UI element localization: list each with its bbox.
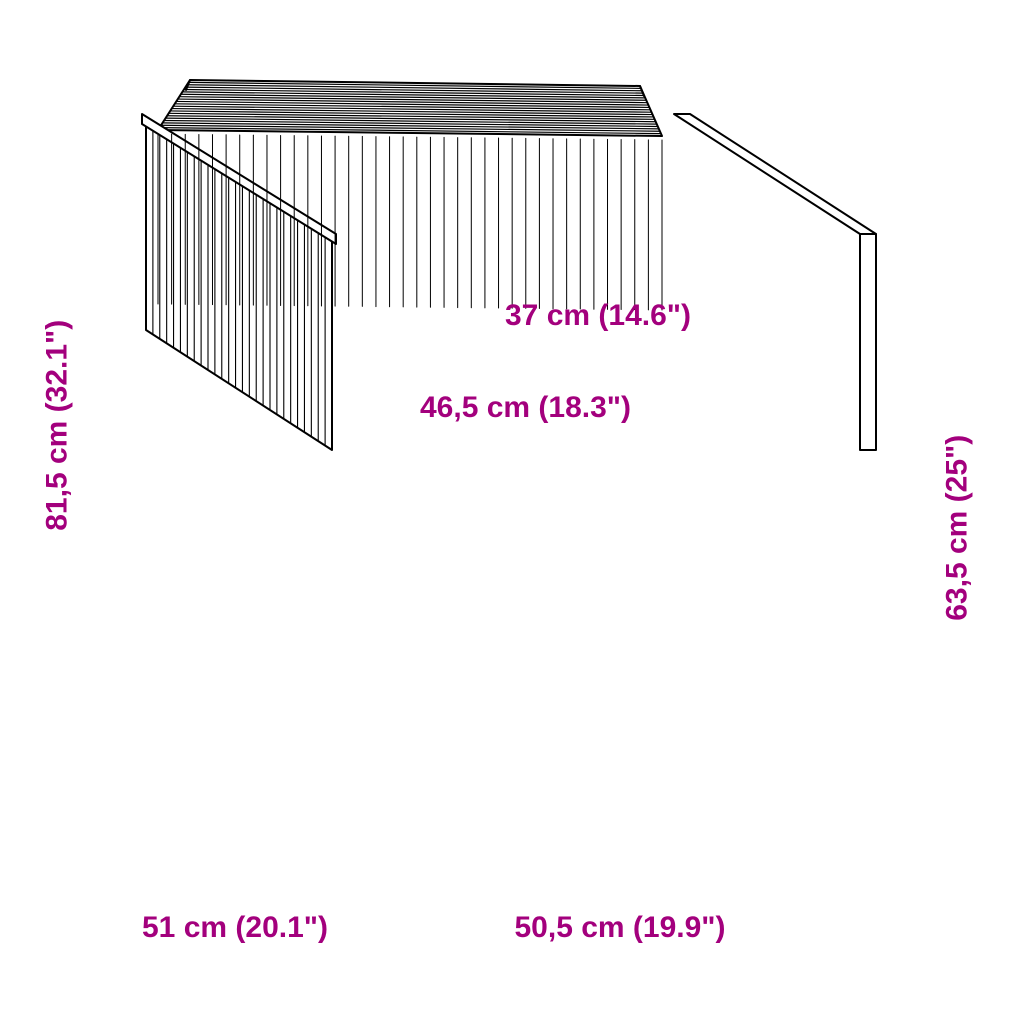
dim-depth: 51 cm (20.1") [110,912,360,944]
dim-seat-depth: 37 cm (14.6") [505,300,691,332]
dim-arm-height: 63,5 cm (25") [941,451,973,621]
chair-dimension-diagram: { "meta":{ "type":"dimensioned-product-l… [0,0,1024,1024]
drawing-canvas [0,0,1024,1024]
dim-width: 50,5 cm (19.9") [470,912,770,944]
dim-total-height: 81,5 cm (32.1") [41,361,73,531]
dim-seat-width: 46,5 cm (18.3") [420,392,631,424]
